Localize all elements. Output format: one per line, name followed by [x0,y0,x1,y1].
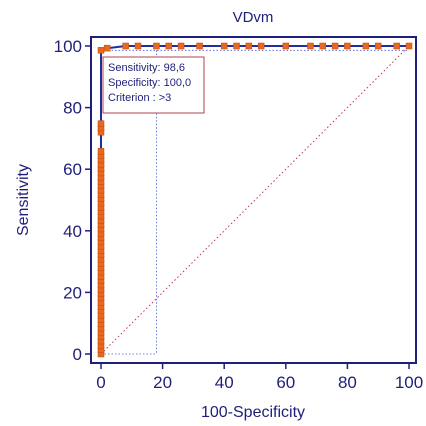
y-tick-label: 60 [63,160,82,179]
y-axis-label: Sensitivity [15,164,32,236]
marker-layer [97,42,413,358]
x-tick-label: 60 [276,373,295,392]
annotation-criterion: Criterion : >3 [108,92,171,104]
y-tick-label: 80 [63,99,82,118]
x-tick-label: 100 [395,373,423,392]
annotation-specificity: Specificity: 100,0 [108,77,191,89]
roc-point-marker [331,42,339,50]
roc-point-marker [97,47,105,54]
roc-point-marker [319,42,327,50]
roc-point-marker [405,42,413,50]
x-tick-label: 20 [153,373,172,392]
roc-point-marker [257,42,265,50]
roc-point-marker [245,42,253,50]
roc-point-marker [97,120,105,127]
roc-point-marker [307,42,314,50]
plot-frame [90,36,417,364]
annotation-sensitivity: Sensitivity: 98,6 [108,62,185,74]
x-tick-label: 80 [338,373,357,392]
roc-point-marker [134,42,142,50]
y-tick-label: 100 [54,37,82,56]
x-axis-label: 100-Specificity [201,404,305,421]
roc-point-marker [374,42,382,50]
reference-layer [100,45,410,355]
roc-point-marker [196,42,203,50]
roc-point-marker [220,42,228,50]
x-tick-label: 0 [96,373,105,392]
roc-point-marker [282,42,290,50]
reference-diagonal-line [100,45,410,355]
ticks-layer: 0 20 40 60 80 100 0 20 40 60 80 100 [54,37,424,392]
roc-point-marker [362,42,370,50]
y-tick-label: 40 [63,222,82,241]
roc-point-marker [103,44,111,52]
roc-point-marker [177,42,185,50]
roc-point-marker [233,42,240,50]
roc-point-marker [165,42,173,50]
crosshair-layer [101,49,409,355]
roc-point-marker [122,42,129,50]
y-tick-label: 20 [63,283,82,302]
roc-point-marker [344,42,351,50]
chart-title: VDvm [233,9,274,26]
roc-point-marker [393,42,400,50]
annotation-box [102,56,205,114]
x-tick-label: 40 [215,373,234,392]
y-tick-label: 0 [73,345,82,364]
roc-point-marker [97,148,105,155]
criterion-annotation: Sensitivity: 98,6 Specificity: 100,0 Cri… [102,56,205,114]
roc-point-marker [153,42,160,50]
